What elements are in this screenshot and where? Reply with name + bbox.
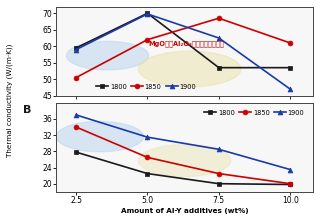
1850 xyxy=(217,172,221,175)
1900 xyxy=(145,13,149,15)
1850 xyxy=(145,38,149,41)
1800 xyxy=(288,183,292,186)
X-axis label: Amount of Al-Y additives (wt%): Amount of Al-Y additives (wt%) xyxy=(121,208,248,214)
1800 xyxy=(217,182,221,185)
1900 xyxy=(74,114,78,116)
Text: MgO替代Al₂O₃，热导率大幅提高: MgO替代Al₂O₃，热导率大幅提高 xyxy=(149,41,224,47)
Line: 1900: 1900 xyxy=(74,112,292,172)
1850 xyxy=(74,76,78,79)
Circle shape xyxy=(138,145,231,177)
1900 xyxy=(288,168,292,171)
1850 xyxy=(288,42,292,44)
Circle shape xyxy=(138,51,241,87)
Circle shape xyxy=(66,41,149,70)
1900 xyxy=(217,37,221,39)
1900 xyxy=(217,148,221,151)
Line: 1900: 1900 xyxy=(74,12,292,91)
1850 xyxy=(217,17,221,20)
1850 xyxy=(74,126,78,128)
X-axis label: Amount of Mg-Y additives (wt%): Amount of Mg-Y additives (wt%) xyxy=(127,119,242,126)
1900 xyxy=(288,88,292,90)
Text: Thermal conductivity (W/(m·K)): Thermal conductivity (W/(m·K)) xyxy=(6,44,13,157)
1800 xyxy=(74,151,78,153)
1800 xyxy=(145,12,149,15)
Legend: 1800, 1850, 1900: 1800, 1850, 1900 xyxy=(201,107,307,118)
Circle shape xyxy=(56,122,143,152)
Legend: 1800, 1850, 1900: 1800, 1850, 1900 xyxy=(93,81,199,92)
1800 xyxy=(74,47,78,49)
1850 xyxy=(145,156,149,159)
Line: 1850: 1850 xyxy=(74,16,292,80)
1850 xyxy=(288,182,292,185)
Line: 1800: 1800 xyxy=(74,11,292,70)
1800 xyxy=(288,66,292,69)
Line: 1800: 1800 xyxy=(74,150,292,187)
1900 xyxy=(74,48,78,51)
1800 xyxy=(145,172,149,175)
1900 xyxy=(145,136,149,138)
Text: B: B xyxy=(23,105,31,115)
1800 xyxy=(217,66,221,69)
Line: 1850: 1850 xyxy=(74,125,292,186)
